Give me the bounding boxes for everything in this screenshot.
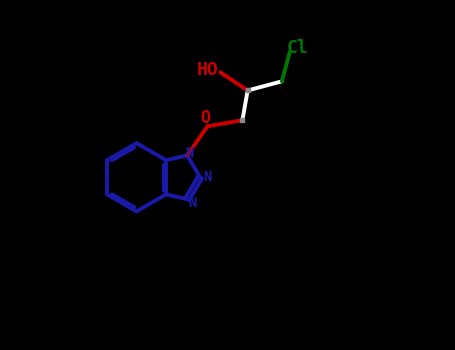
Text: N: N (188, 196, 197, 210)
Text: N: N (203, 170, 211, 184)
Text: Cl: Cl (287, 38, 309, 57)
Text: O: O (200, 109, 210, 127)
Text: HO: HO (197, 61, 218, 79)
Text: N: N (185, 146, 194, 160)
